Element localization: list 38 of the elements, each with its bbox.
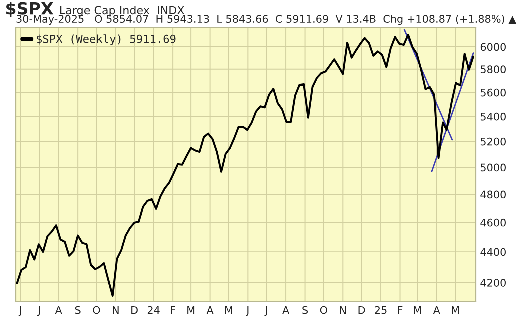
x-tick-label: 24 — [148, 306, 160, 314]
text: 30-May-2025 O 5854.07 H 5943.13 L 5843.66 C 5911.69 V 13.4B Chg +108.87 (+1.88%) ▲ — [16, 14, 517, 26]
x-tick-label: A — [55, 306, 62, 314]
chart-title: $SPX — [6, 2, 54, 18]
x-tick-label: A — [282, 306, 290, 314]
y-tick-label: 6000 — [480, 43, 506, 52]
x-tick-label: N — [340, 306, 346, 314]
x-tick-label: N — [113, 306, 119, 314]
x-tick-label: A — [433, 306, 440, 314]
x-tick-label: M — [225, 306, 232, 314]
x-tick-label: M — [452, 306, 459, 314]
x-tick-label: D — [358, 306, 366, 314]
x-tick-label: O — [320, 306, 328, 314]
x-tick-label: F — [171, 306, 176, 314]
x-tick-label: M — [188, 306, 195, 314]
x-tick-label: O — [93, 306, 100, 314]
y-tick-label: 5200 — [480, 138, 506, 146]
y-tick-label: 4600 — [480, 218, 506, 227]
x-tick-label: S — [75, 306, 81, 314]
x-tick-label: A — [206, 306, 214, 314]
x-tick-label: J — [18, 306, 22, 316]
legend-label: $SPX (Weekly) 5911.69 — [37, 34, 176, 46]
x-tick-label: D — [132, 306, 138, 314]
y-tick-label: 5000 — [480, 164, 506, 172]
y-tick-label: 4200 — [480, 279, 506, 287]
x-tick-label: F — [398, 306, 403, 314]
x-tick-label: J — [264, 306, 268, 316]
y-tick-label: 4800 — [480, 190, 506, 199]
x-tick-label: 25 — [375, 306, 387, 314]
y-tick-label: 5600 — [480, 88, 506, 97]
x-tick-label: J — [246, 306, 249, 316]
line-series — [16, 34, 474, 298]
y-tick-label: 4400 — [480, 248, 506, 256]
x-tick-label: J — [38, 306, 40, 316]
x-tick-label: M — [414, 306, 422, 314]
x-tick-label: S — [302, 306, 308, 314]
y-tick-label: 5400 — [480, 112, 506, 121]
y-tick-label: 5800 — [480, 66, 506, 74]
